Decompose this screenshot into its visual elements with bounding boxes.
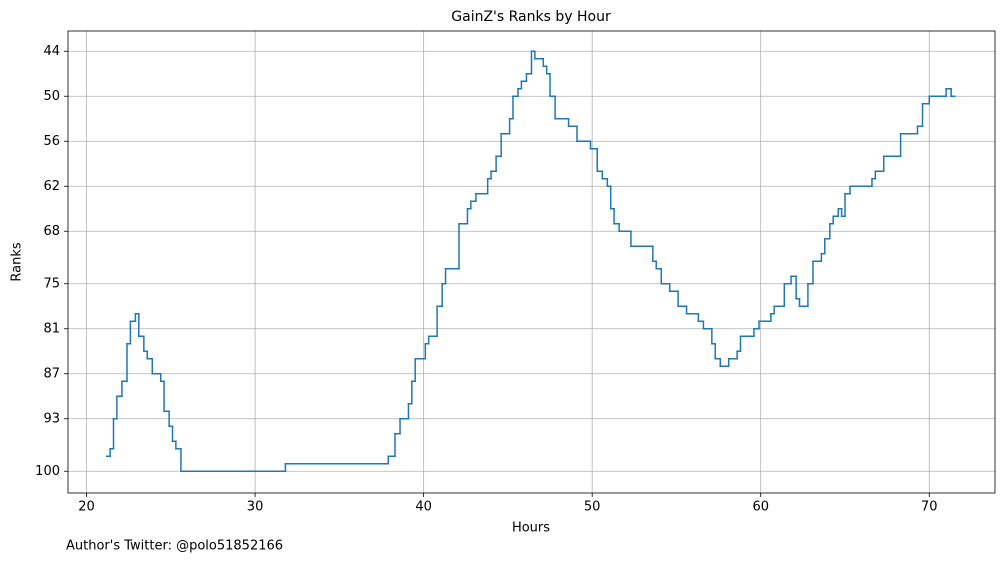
y-tick-label: 100 [35,464,60,479]
x-tick-label: 70 [921,500,938,515]
x-tick-label: 20 [78,500,95,515]
plot-frame [67,30,996,494]
x-tick-label: 30 [247,500,264,515]
author-note: Author's Twitter: @polo51852166 [66,539,283,554]
chart-title: GainZ's Ranks by Hour [451,9,611,25]
x-axis-label: Hours [512,521,550,536]
y-tick-label: 75 [43,276,60,291]
x-tick-label: 50 [584,500,601,515]
y-tick-label: 93 [43,411,60,426]
y-tick-label: 87 [43,366,60,381]
y-tick-label: 81 [43,321,60,336]
y-tick-label: 44 [43,44,60,59]
x-tick-label: 60 [752,500,769,515]
y-tick-label: 62 [43,179,60,194]
y-tick-label: 56 [43,134,60,149]
y-tick-label: 50 [43,89,60,104]
y-axis-label: Ranks [10,242,25,281]
y-tick-label: 68 [43,224,60,239]
x-tick-label: 40 [415,500,432,515]
